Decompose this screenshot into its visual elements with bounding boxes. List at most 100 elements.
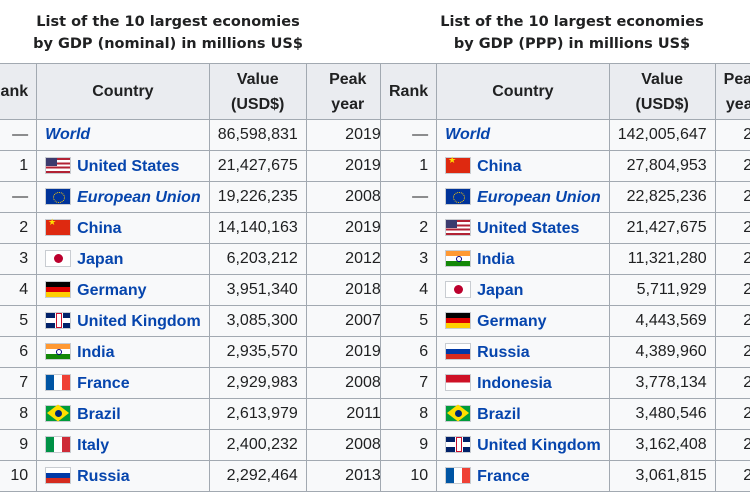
nominal-caption-line2: by GDP (nominal) in millions US$ bbox=[33, 36, 303, 52]
value-header-line2: (USD$) bbox=[231, 95, 285, 113]
country-header[interactable]: Country bbox=[436, 63, 610, 120]
peak-year-cell: 20 bbox=[714, 305, 750, 337]
value-cell: 21,427,675 bbox=[608, 212, 716, 244]
peak-year-cell: 2019 bbox=[305, 119, 390, 151]
country-link[interactable]: United States bbox=[77, 157, 180, 175]
rank-cell: 4 bbox=[379, 274, 438, 306]
rank-header[interactable]: Rank bbox=[0, 63, 38, 120]
peak-year-header[interactable]: Peak year bbox=[714, 63, 750, 120]
rank-cell: 9 bbox=[0, 429, 38, 461]
flag-chn-icon bbox=[445, 155, 472, 174]
value-cell: 2,292,464 bbox=[208, 460, 307, 492]
rank-cell: 10 bbox=[0, 460, 38, 492]
table-row: 1 China 27,804,95320 bbox=[379, 150, 750, 182]
peak-year-cell: 2011 bbox=[305, 398, 390, 430]
peak-header-line1: Peak bbox=[329, 70, 367, 88]
country-link[interactable]: United States bbox=[477, 219, 580, 237]
table-row: 4 Japan 5,711,92920 bbox=[379, 274, 750, 306]
country-link[interactable]: European Union bbox=[77, 188, 201, 206]
peak-year-cell: 20 bbox=[714, 243, 750, 275]
country-link[interactable]: India bbox=[477, 250, 515, 268]
country-link[interactable]: France bbox=[77, 374, 130, 392]
rank-header[interactable]: Rank bbox=[379, 63, 438, 120]
country-link[interactable]: Germany bbox=[77, 281, 147, 299]
table-row: 6 India 2,935,570 2019 bbox=[0, 336, 390, 368]
value-cell: 3,778,134 bbox=[608, 367, 716, 399]
table-row: 3 India 11,321,28020 bbox=[379, 243, 750, 275]
country-cell: Russia bbox=[36, 460, 210, 492]
country-link[interactable]: Brazil bbox=[477, 405, 521, 423]
nominal-caption: List of the 10 largest economies by GDP … bbox=[18, 11, 318, 55]
peak-header-line2: year bbox=[331, 95, 365, 113]
value-cell: 86,598,831 bbox=[208, 119, 307, 151]
value-cell: 27,804,953 bbox=[608, 150, 716, 182]
country-cell: Brazil bbox=[436, 398, 610, 430]
country-link[interactable]: China bbox=[77, 219, 122, 237]
country-link[interactable]: Japan bbox=[77, 250, 124, 268]
flag-chn-icon bbox=[45, 217, 72, 236]
country-link[interactable]: World bbox=[45, 126, 91, 143]
peak-year-cell: 2008 bbox=[305, 367, 390, 399]
country-link[interactable]: Russia bbox=[477, 343, 530, 361]
value-header[interactable]: Value (USD$) bbox=[608, 63, 716, 120]
peak-year-cell: 20 bbox=[714, 274, 750, 306]
flag-rus-icon bbox=[445, 342, 472, 360]
country-cell: World bbox=[36, 119, 210, 151]
flag-usa-icon bbox=[45, 156, 72, 174]
value-cell: 4,443,569 bbox=[608, 305, 716, 337]
country-link[interactable]: Japan bbox=[477, 281, 524, 299]
value-cell: 3,951,340 bbox=[208, 274, 307, 306]
country-link[interactable]: European Union bbox=[477, 188, 601, 206]
table-row: 8 Brazil 3,480,54620 bbox=[379, 398, 750, 430]
flag-jpn-icon bbox=[445, 280, 472, 298]
peak-year-header[interactable]: Peak year bbox=[305, 63, 390, 120]
peak-year-cell: 20 bbox=[714, 398, 750, 430]
value-header[interactable]: Value (USD$) bbox=[208, 63, 307, 120]
flag-deu-icon bbox=[45, 280, 72, 298]
peak-year-cell: 2018 bbox=[305, 274, 390, 306]
country-cell: France bbox=[36, 367, 210, 399]
table-row: 8 Brazil 2,613,979 2011 bbox=[0, 398, 390, 430]
flag-gbr-icon bbox=[45, 311, 72, 329]
country-link[interactable]: India bbox=[77, 343, 115, 361]
rank-cell: 2 bbox=[379, 212, 438, 244]
country-link[interactable]: Italy bbox=[77, 436, 110, 454]
ppp-caption: List of the 10 largest economies by GDP … bbox=[422, 11, 722, 55]
country-link[interactable]: United Kingdom bbox=[77, 312, 201, 330]
peak-year-cell: 20 bbox=[714, 336, 750, 368]
country-cell: India bbox=[436, 243, 610, 275]
rank-cell: 8 bbox=[379, 398, 438, 430]
country-link[interactable]: Indonesia bbox=[477, 374, 552, 392]
rank-cell: 5 bbox=[379, 305, 438, 337]
country-cell: Russia bbox=[436, 336, 610, 368]
flag-rus-icon bbox=[45, 466, 72, 484]
country-link[interactable]: Brazil bbox=[77, 405, 121, 423]
flag-eu-icon bbox=[445, 187, 472, 205]
country-cell: France bbox=[436, 460, 610, 492]
country-link[interactable]: Germany bbox=[477, 312, 547, 330]
value-cell: 3,085,300 bbox=[208, 305, 307, 337]
flag-fra-icon bbox=[45, 373, 72, 391]
country-link[interactable]: World bbox=[445, 126, 491, 143]
country-link[interactable]: France bbox=[477, 467, 530, 485]
peak-year-cell: 2008 bbox=[305, 429, 390, 461]
rank-cell: 9 bbox=[379, 429, 438, 461]
country-link[interactable]: Russia bbox=[77, 467, 130, 485]
table-row: 3 Japan 6,203,212 2012 bbox=[0, 243, 390, 275]
rank-cell: 4 bbox=[0, 274, 38, 306]
table-row: — World 86,598,831 2019 bbox=[0, 119, 390, 151]
country-link[interactable]: China bbox=[477, 157, 522, 175]
country-link[interactable]: United Kingdom bbox=[477, 436, 601, 454]
flag-gbr-icon bbox=[445, 435, 472, 453]
flag-bra-icon bbox=[45, 404, 72, 422]
rank-cell: 10 bbox=[379, 460, 438, 492]
flag-usa-icon bbox=[445, 218, 472, 236]
country-header[interactable]: Country bbox=[36, 63, 210, 120]
peak-year-cell: 2019 bbox=[305, 336, 390, 368]
nominal-table-body: — World 86,598,831 2019 1 United States 21,427… bbox=[0, 119, 390, 492]
